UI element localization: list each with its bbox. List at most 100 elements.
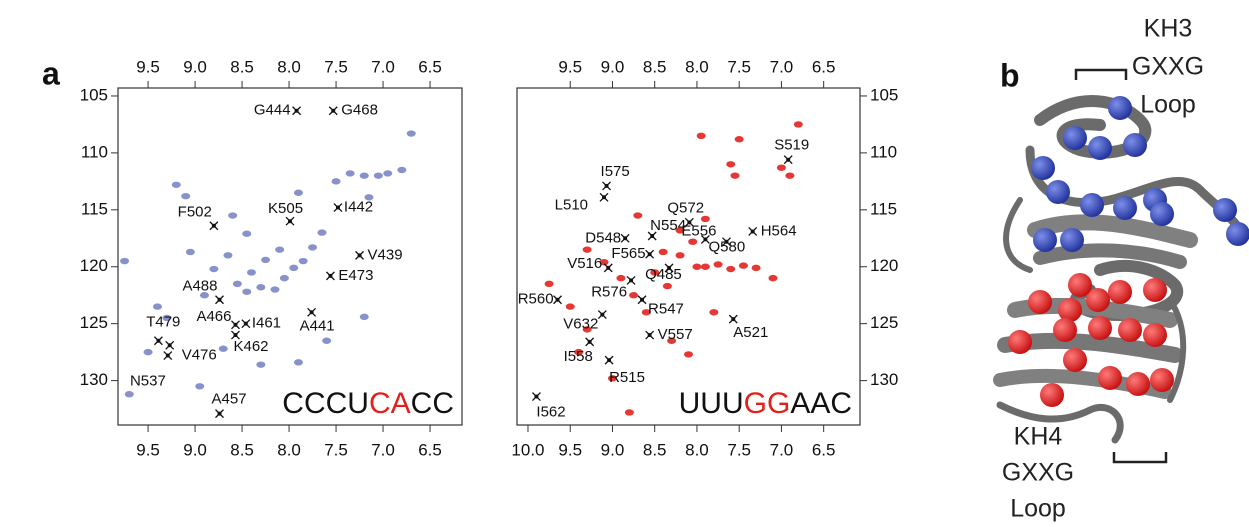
- peak: [776, 164, 786, 171]
- x-tick-label: 9.0: [601, 440, 625, 459]
- peak-label: L510: [555, 196, 588, 213]
- assigned-peak: [603, 263, 613, 273]
- peak: [298, 257, 308, 265]
- peak-label: A488: [182, 278, 217, 295]
- peak-dot: [156, 338, 161, 343]
- peak: [700, 215, 710, 223]
- assigned-peak: [307, 307, 317, 317]
- peak-dot: [703, 237, 708, 242]
- peak-dot: [217, 411, 222, 416]
- assigned-peak: [285, 216, 295, 226]
- assigned-peak: [355, 250, 365, 260]
- peak: [322, 337, 332, 344]
- peak-label: V476: [182, 346, 217, 363]
- peak: [599, 258, 609, 266]
- x-tick-label: 9.5: [136, 440, 160, 459]
- peak: [406, 130, 416, 137]
- peak-label: V516: [567, 255, 602, 272]
- y-tick-label: 115: [81, 199, 108, 218]
- peak-dot: [606, 265, 611, 270]
- peak: [662, 282, 672, 290]
- x-tick-label: 9.5: [558, 57, 582, 76]
- peak: [162, 314, 172, 322]
- assigned-peak: [209, 221, 219, 231]
- y-tick-label: 130: [870, 370, 898, 389]
- peak: [616, 274, 626, 282]
- protein-structure: [993, 95, 1245, 444]
- peak: [582, 326, 592, 333]
- assigned-peak: [215, 409, 224, 419]
- y-tick-label: 110: [870, 142, 897, 161]
- peak: [709, 309, 719, 316]
- peak-label: A441: [300, 317, 335, 334]
- y-tick-label: 120: [870, 256, 898, 275]
- x-tick-label: 9.0: [183, 440, 207, 459]
- peak: [684, 351, 693, 358]
- y-tick-label: 115: [870, 199, 897, 218]
- assigned-peak: [602, 181, 612, 191]
- peak-dot: [233, 322, 238, 327]
- assigned-peak: [645, 249, 655, 259]
- assigned-peak: [328, 106, 338, 116]
- peak: [143, 348, 153, 356]
- rna-sequence: UUUGGAAC: [679, 387, 852, 420]
- x-tick-label: 8.5: [643, 440, 667, 459]
- peak-dot: [165, 353, 170, 358]
- assigned-peak: [783, 155, 793, 165]
- assigned-peak: [647, 231, 657, 241]
- peak-dot: [233, 333, 238, 338]
- sequence-part: AAC: [790, 387, 852, 420]
- peak: [688, 238, 698, 245]
- peak-label: I558: [564, 348, 593, 365]
- peak-dot: [650, 234, 655, 239]
- peak-label: K462: [233, 338, 268, 355]
- peak-dot: [534, 394, 539, 399]
- peak: [565, 303, 575, 310]
- assigned-peak: [637, 295, 647, 305]
- assigned-peak: [604, 355, 614, 365]
- peak: [120, 257, 130, 265]
- assigned-peak: [241, 319, 251, 329]
- peak-dot: [335, 205, 340, 210]
- peak-label: E556: [681, 222, 716, 239]
- peak-dot: [640, 297, 645, 302]
- assigned-peak: [748, 226, 758, 236]
- assigned-peak: [231, 330, 240, 340]
- peak: [793, 121, 803, 128]
- x-tick-label: 9.0: [601, 57, 625, 76]
- x-tick-label: 9.5: [136, 57, 160, 76]
- peak: [256, 361, 266, 368]
- peak: [675, 227, 685, 234]
- peak-dot: [731, 317, 736, 322]
- peak: [345, 170, 355, 177]
- assigned-peak: [553, 295, 563, 305]
- y-tick-label: 125: [870, 313, 898, 332]
- peak-label: F502: [178, 204, 212, 221]
- peak-label: V439: [368, 246, 403, 263]
- peak-label: R576: [591, 283, 627, 300]
- x-tick-label: 7.5: [324, 57, 348, 76]
- panel-label: a: [42, 55, 60, 91]
- x-tick-label: 6.5: [418, 57, 442, 76]
- peak: [218, 345, 228, 352]
- peak-dot: [357, 253, 362, 258]
- peak: [195, 383, 205, 390]
- peak-label: R547: [648, 301, 684, 318]
- peak: [261, 256, 271, 264]
- peak: [242, 288, 252, 295]
- peak-label: V557: [658, 326, 693, 343]
- x-tick-label: 8.0: [685, 57, 709, 76]
- peak-dot: [667, 265, 672, 270]
- y-tick-label: 105: [80, 85, 108, 104]
- annotation: Loop: [1140, 91, 1196, 119]
- peak: [624, 409, 634, 416]
- peak-label: A457: [212, 391, 247, 408]
- assigned-peak: [215, 295, 224, 305]
- peak-dot: [600, 312, 605, 317]
- peak: [751, 264, 761, 272]
- peak-label: I562: [536, 404, 565, 421]
- peak: [629, 292, 639, 299]
- assigned-peak: [333, 203, 343, 213]
- y-tick-label: 120: [80, 256, 108, 275]
- peak-dot: [167, 343, 172, 348]
